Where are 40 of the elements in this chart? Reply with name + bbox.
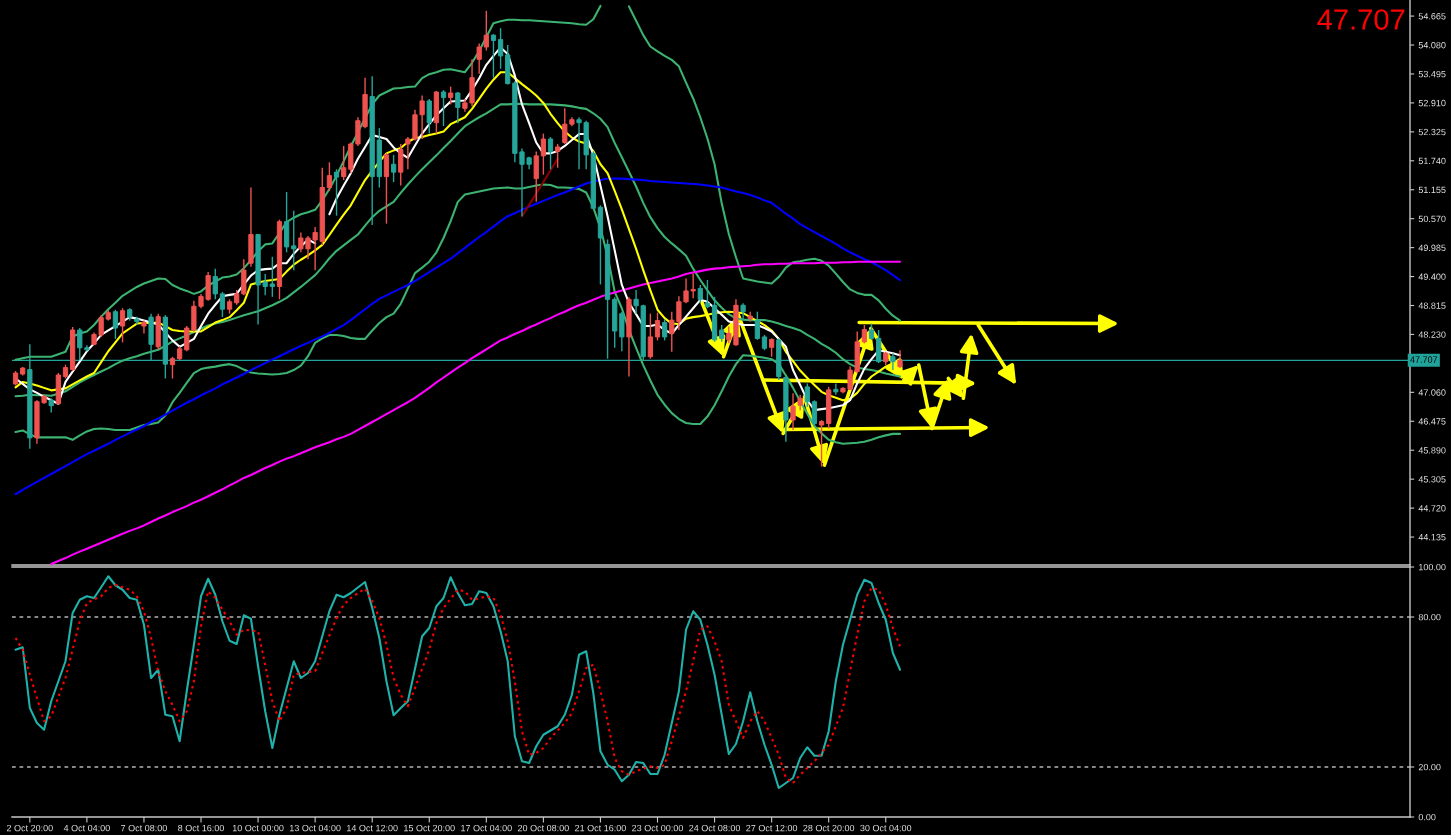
y-tick-label: 44.720 (1418, 505, 1446, 512)
y-tick-label: 48.230 (1418, 331, 1446, 338)
y-tick-label: 51.155 (1418, 186, 1446, 194)
y-tick-label: 49.400 (1418, 273, 1446, 280)
y-tick-label: 100.00 (1419, 563, 1446, 571)
y-tick-label: 48.815 (1418, 302, 1446, 309)
x-tick-label: 24 Oct 08:00 (689, 824, 741, 832)
y-tick-label: 46.475 (1418, 418, 1446, 425)
x-tick-label: 4 Oct 04:00 (63, 824, 110, 832)
annotation: 47.707 (1317, 9, 1405, 30)
y-tick-label: 0.00 (1418, 813, 1436, 821)
x-tick-label: 13 Oct 04:00 (289, 824, 341, 832)
y-tick-label: 45.305 (1418, 476, 1446, 483)
x-tick-label: 23 Oct 00:00 (632, 824, 683, 832)
x-tick-label: 28 Oct 20:00 (803, 824, 855, 832)
y-tick-label: 49.985 (1418, 244, 1446, 251)
y-tick-label: 44.135 (1418, 534, 1446, 541)
y-tick-label: 52.325 (1418, 128, 1446, 136)
x-tick-label: 17 Oct 04:00 (461, 824, 512, 832)
x-tick-label: 8 Oct 16:00 (178, 824, 224, 832)
y-tick-label: 53.495 (1418, 70, 1446, 78)
x-tick-label: 27 Oct 12:00 (746, 824, 798, 832)
x-tick-label: 30 Oct 04:00 (860, 824, 912, 832)
x-tick-label: 10 Oct 00:00 (232, 824, 284, 832)
x-tick-label: 2 Oct 20:00 (6, 824, 53, 832)
y-tick-label: 50.570 (1418, 215, 1446, 223)
x-tick-label: 14 Oct 12:00 (347, 824, 398, 832)
y-tick-label: 20.00 (1418, 763, 1441, 771)
x-tick-label: 21 Oct 16:00 (575, 824, 626, 832)
y-tick-label: 80.00 (1418, 613, 1441, 621)
y-tick-label: 52.910 (1418, 99, 1446, 107)
x-tick-label: 15 Oct 20:00 (404, 824, 455, 832)
ref-line-label: 47.707 (1410, 356, 1438, 363)
y-tick-label: 45.890 (1418, 447, 1446, 454)
y-tick-label: 54.080 (1418, 41, 1446, 49)
y-tick-label: 47.060 (1418, 389, 1446, 396)
y-tick-label: 51.740 (1418, 157, 1446, 165)
y-tick-label: 54.665 (1418, 13, 1446, 20)
x-tick-label: 20 Oct 08:00 (517, 824, 569, 832)
x-tick-label: 7 Oct 08:00 (121, 824, 167, 832)
